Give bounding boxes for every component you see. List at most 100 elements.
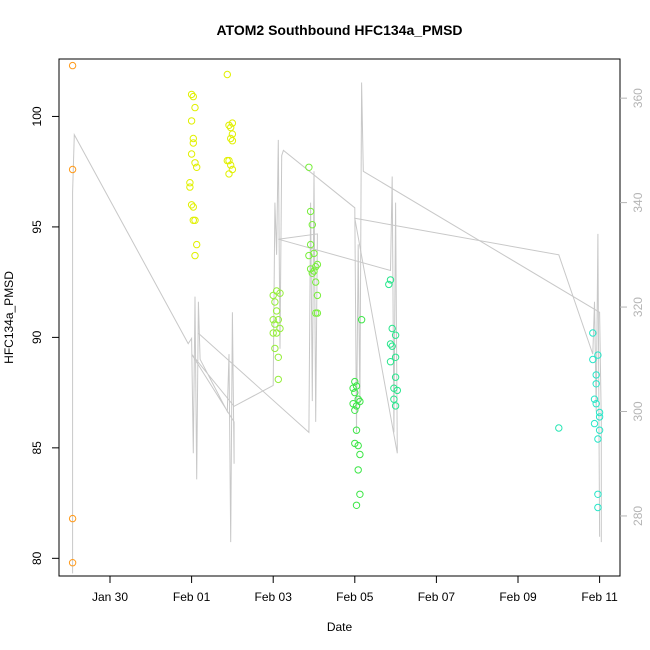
data-point-78 bbox=[352, 501, 361, 509]
data-point-30 bbox=[227, 161, 235, 169]
data-point-70 bbox=[352, 402, 361, 410]
data-point-24 bbox=[227, 123, 235, 132]
data-point-8 bbox=[189, 134, 198, 143]
data-point-16 bbox=[189, 203, 198, 211]
data-point-103 bbox=[595, 426, 604, 434]
data-point-61 bbox=[313, 309, 322, 317]
x-tick-label: Feb 11 bbox=[581, 590, 618, 604]
plot-frame bbox=[58, 58, 621, 577]
data-point-45 bbox=[274, 353, 282, 361]
data-point-15 bbox=[187, 201, 196, 209]
y2-tick-label: 360 bbox=[631, 88, 645, 108]
data-point-11 bbox=[191, 159, 199, 167]
y2-tick-label: 300 bbox=[631, 401, 645, 421]
y2-tick-label: 320 bbox=[631, 297, 645, 317]
data-point-90 bbox=[390, 395, 398, 403]
data-point-49 bbox=[308, 221, 316, 229]
data-point-84 bbox=[388, 342, 396, 350]
data-point-9 bbox=[189, 139, 198, 147]
data-point-100 bbox=[595, 408, 604, 417]
data-point-98 bbox=[590, 395, 599, 403]
data-point-50 bbox=[306, 240, 315, 249]
data-point-105 bbox=[594, 490, 602, 498]
data-point-106 bbox=[594, 503, 602, 512]
data-point-74 bbox=[354, 441, 362, 450]
x-tick-label: Feb 09 bbox=[499, 590, 537, 604]
data-point-43 bbox=[269, 329, 277, 337]
y-tick-label: 100 bbox=[30, 106, 44, 126]
chart-title: ATOM2 Southbound HFC134a_PMSD bbox=[216, 22, 462, 38]
data-point-18 bbox=[191, 216, 199, 225]
x-tick-label: Feb 05 bbox=[336, 590, 374, 604]
data-point-95 bbox=[589, 355, 597, 364]
data-point-59 bbox=[313, 291, 322, 300]
data-point-76 bbox=[354, 466, 362, 474]
data-point-85 bbox=[391, 353, 400, 361]
data-point-36 bbox=[271, 298, 279, 306]
series-lines bbox=[72, 82, 602, 574]
data-point-94 bbox=[594, 351, 602, 359]
data-point-58 bbox=[312, 278, 320, 286]
data-point-75 bbox=[356, 450, 364, 459]
series-points bbox=[68, 61, 604, 567]
data-point-71 bbox=[351, 406, 359, 414]
data-point-44 bbox=[271, 344, 279, 353]
data-point-26 bbox=[227, 134, 235, 143]
data-point-35 bbox=[269, 291, 277, 300]
data-point-104 bbox=[594, 435, 602, 443]
data-point-5 bbox=[189, 92, 198, 101]
data-point-0 bbox=[68, 61, 77, 70]
data-point-10 bbox=[187, 150, 196, 158]
data-point-48 bbox=[306, 207, 315, 216]
y2-axis: 280 300 320 340 360 bbox=[620, 88, 645, 526]
data-point-92 bbox=[555, 424, 563, 432]
data-point-40 bbox=[271, 320, 279, 328]
y2-tick-label: 340 bbox=[631, 192, 645, 212]
data-point-1 bbox=[68, 165, 77, 174]
data-point-56 bbox=[310, 267, 318, 275]
data-point-82 bbox=[391, 331, 400, 339]
y-tick-label: 85 bbox=[30, 441, 44, 455]
x-axis-label: Date bbox=[327, 620, 353, 634]
x-tick-label: Feb 01 bbox=[173, 590, 211, 604]
data-point-86 bbox=[386, 358, 395, 366]
data-point-12 bbox=[193, 163, 201, 172]
data-point-23 bbox=[225, 121, 233, 130]
data-point-7 bbox=[187, 117, 196, 125]
y2-tick-label: 280 bbox=[631, 506, 645, 526]
data-point-57 bbox=[308, 269, 316, 277]
data-point-14 bbox=[186, 183, 194, 191]
data-point-46 bbox=[274, 375, 282, 384]
data-point-99 bbox=[592, 400, 600, 408]
data-point-65 bbox=[352, 382, 361, 390]
data-point-97 bbox=[592, 380, 600, 388]
line-series-2 bbox=[198, 171, 601, 537]
data-point-32 bbox=[225, 170, 233, 178]
data-point-87 bbox=[391, 373, 400, 381]
y-tick-label: 95 bbox=[30, 220, 44, 234]
data-point-37 bbox=[272, 307, 281, 315]
data-point-38 bbox=[269, 316, 277, 324]
data-point-2 bbox=[68, 514, 77, 523]
data-point-66 bbox=[351, 388, 359, 397]
data-point-63 bbox=[351, 377, 359, 386]
data-point-6 bbox=[191, 103, 199, 112]
data-point-13 bbox=[186, 179, 194, 187]
x-axis: Jan 30 Feb 01 Feb 03 Feb 05 Feb 07 Feb 09 Feb … bbox=[92, 576, 618, 604]
y-tick-label: 80 bbox=[30, 551, 44, 565]
data-point-81 bbox=[388, 324, 396, 333]
data-point-72 bbox=[352, 426, 361, 434]
data-point-34 bbox=[276, 289, 284, 297]
x-tick-label: Feb 03 bbox=[255, 590, 293, 604]
data-point-96 bbox=[592, 371, 600, 379]
data-point-53 bbox=[313, 260, 322, 269]
data-point-27 bbox=[228, 137, 237, 145]
data-point-29 bbox=[225, 156, 233, 165]
y-axis: 80 85 90 95 100 bbox=[30, 106, 59, 565]
data-point-3 bbox=[68, 559, 77, 567]
data-point-89 bbox=[393, 386, 401, 395]
data-point-42 bbox=[272, 329, 281, 337]
data-point-80 bbox=[385, 280, 393, 289]
y-tick-label: 90 bbox=[30, 330, 44, 344]
data-point-102 bbox=[590, 419, 599, 428]
